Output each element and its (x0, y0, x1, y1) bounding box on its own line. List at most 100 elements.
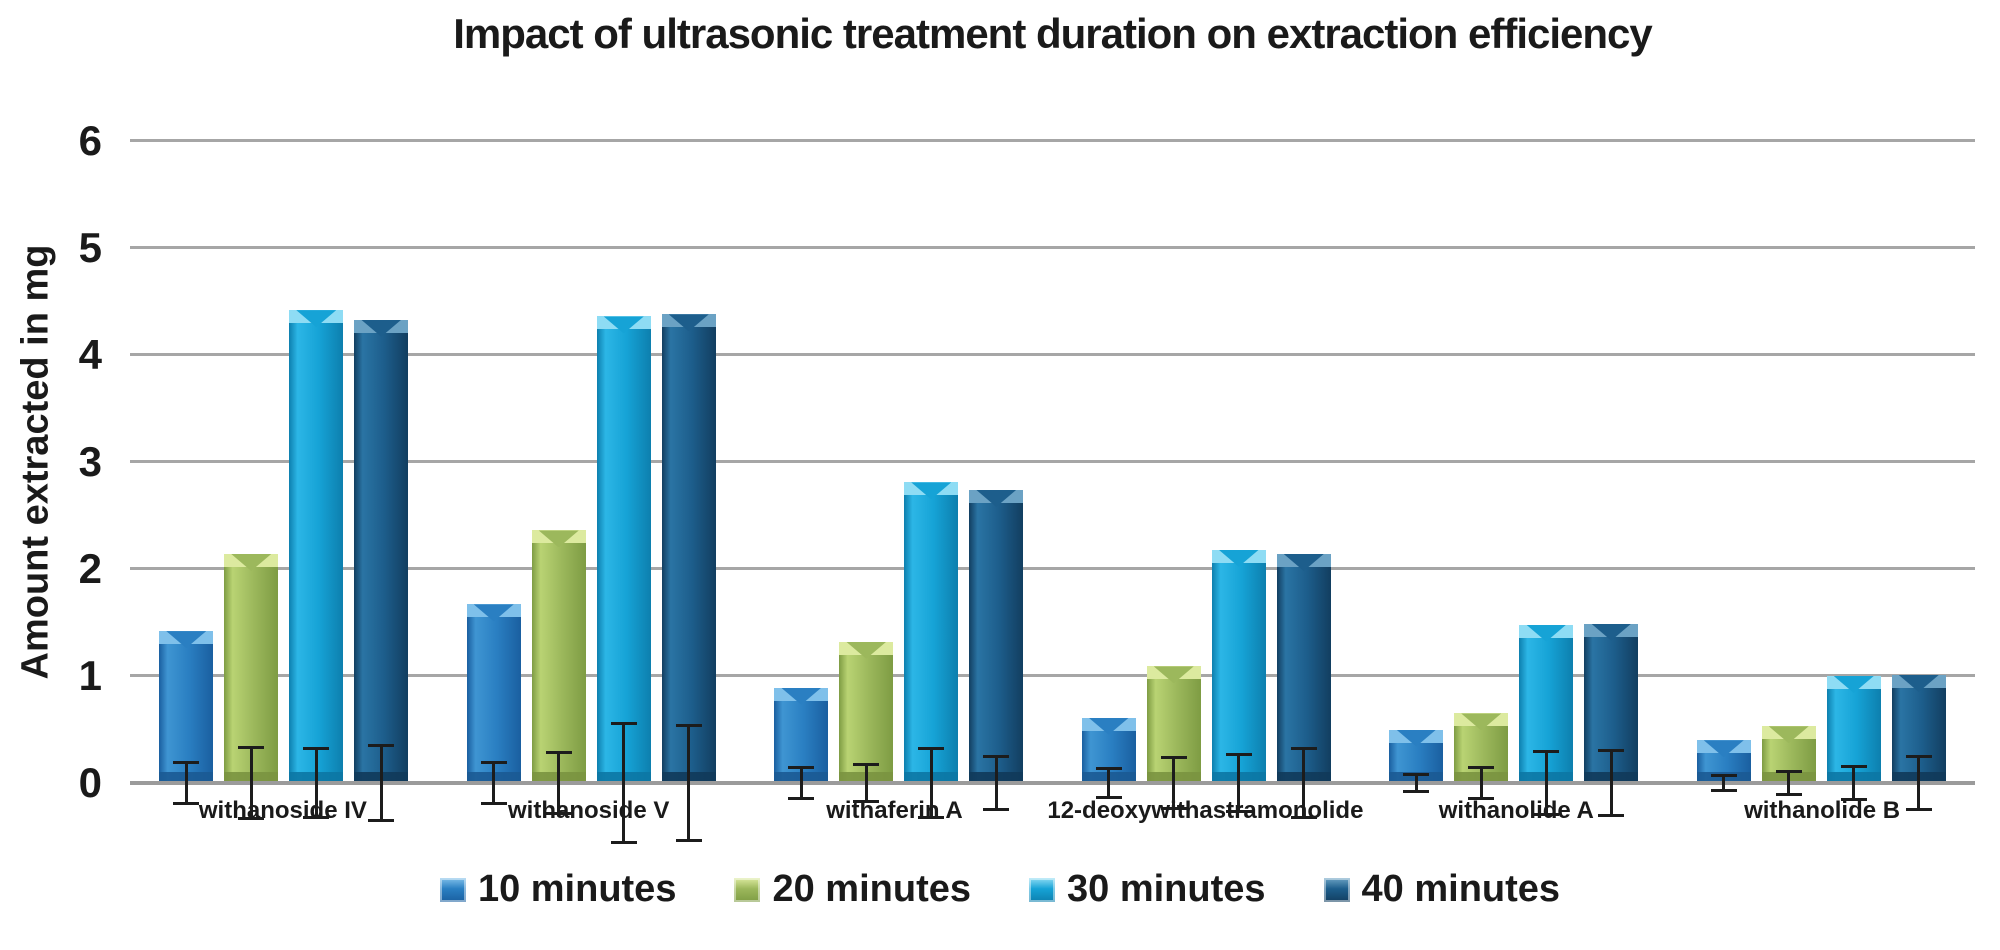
x-axis-line (130, 781, 1975, 785)
error-bar-cap-top (1533, 750, 1560, 754)
error-bar-line (1302, 749, 1306, 817)
bar-body (159, 631, 214, 783)
error-bar-cap-bottom (1840, 797, 1867, 801)
bar (1389, 729, 1444, 794)
error-bar-cap-bottom (1468, 796, 1495, 800)
error-bar-cap-top (1598, 748, 1625, 752)
error-bar-cap-top (545, 751, 572, 755)
error-bar-cap-top (1403, 772, 1430, 776)
bar (1696, 740, 1751, 793)
error-bar-cap-bottom (303, 816, 330, 820)
error-bar-line (1479, 769, 1483, 797)
legend-item: 20 minutes (734, 868, 971, 911)
x-axis-category-label: withanoside IV (198, 797, 367, 824)
error-bar-line (864, 765, 868, 801)
y-tick-label: 5 (78, 224, 102, 271)
error-bar-cap-bottom (1095, 795, 1122, 799)
error-bar-cap-top (173, 760, 200, 764)
x-axis-labels: withanoside IV withanoside V withaferin A 1… (130, 797, 1975, 825)
bar-group (1668, 141, 1976, 811)
x-axis-category-label: withanolide A (1438, 797, 1594, 824)
error-bar-cap-bottom (610, 840, 637, 844)
bar (596, 316, 651, 844)
error-bar-line (492, 763, 496, 803)
error-bar-line (929, 749, 933, 817)
bar-body (1276, 554, 1331, 783)
bar-body (904, 482, 959, 783)
error-bar-line (1609, 751, 1613, 815)
legend-swatch (1323, 877, 1350, 902)
bar-group (438, 141, 746, 844)
bar (1211, 549, 1266, 813)
x-axis-category-label: withanolide B (1744, 797, 1901, 824)
error-bar-cap-top (983, 755, 1010, 759)
error-bar-line (184, 763, 188, 803)
plot-area (130, 139, 1976, 844)
bar-body (224, 554, 279, 783)
error-bar-cap-top (1290, 746, 1317, 750)
error-bar-cap-top (1710, 773, 1737, 777)
legend-item: 40 minutes (1323, 868, 1560, 911)
bar-body (661, 314, 716, 783)
y-tick-label: 0 (78, 759, 102, 806)
bar (1454, 713, 1509, 800)
gridline (130, 674, 1975, 677)
error-bar-line (1544, 753, 1548, 813)
error-bar-line (799, 769, 803, 797)
gridline (130, 353, 1975, 356)
error-bar-cap-top (918, 746, 945, 750)
gridline (130, 139, 1975, 142)
error-bar-line (1414, 775, 1418, 791)
gridline (130, 460, 1975, 463)
error-bar-cap-top (675, 724, 702, 728)
bar (1519, 624, 1574, 816)
error-bar-cap-bottom (545, 811, 572, 815)
bar (1761, 726, 1816, 796)
bar-group (1053, 141, 1361, 820)
legend-swatch (1029, 877, 1055, 902)
error-bar-cap-bottom (1710, 789, 1737, 793)
bar-body (969, 489, 1024, 783)
error-bar-line (622, 725, 626, 841)
bar-groups (130, 141, 1976, 844)
bar (466, 604, 521, 806)
bar (839, 641, 894, 804)
bar (289, 310, 344, 820)
error-bar-cap-bottom (238, 817, 265, 821)
error-bar-cap-top (1225, 753, 1252, 757)
chart-title: Impact of ultrasonic treatment duration … (453, 10, 1653, 57)
bar (1826, 676, 1881, 801)
bar (1276, 554, 1331, 820)
error-bar-line (1787, 773, 1791, 793)
legend-label: 20 minutes (772, 868, 971, 910)
bar (531, 530, 586, 815)
bar-body (839, 641, 894, 783)
error-bar-cap-top (788, 766, 815, 770)
y-tick-label: 4 (78, 331, 102, 378)
legend-swatch (439, 877, 466, 902)
bar-group (130, 141, 438, 823)
bar-body (531, 530, 586, 783)
error-bar-cap-bottom (918, 816, 945, 820)
error-bar-cap-top (1905, 755, 1932, 759)
bar (661, 314, 716, 842)
y-axis: 0 1 2 3 4 5 6 (0, 118, 102, 806)
error-bar-line (1917, 758, 1921, 808)
bar-body (466, 604, 521, 783)
error-bar-cap-top (1775, 770, 1802, 774)
legend: 10 minutes 20 minutes 30 minutes 40 minutes (0, 868, 2000, 911)
gridline (130, 246, 1975, 249)
error-bar-cap-bottom (1775, 792, 1802, 796)
error-bar-cap-bottom (173, 802, 200, 806)
error-bar-cap-bottom (1905, 807, 1932, 811)
error-bar-line (249, 748, 253, 818)
bar (1891, 674, 1946, 811)
error-bar-cap-bottom (853, 800, 880, 804)
bar (1584, 623, 1639, 818)
error-bar-cap-bottom (1225, 809, 1252, 813)
legend-item: 30 minutes (1029, 868, 1266, 911)
y-tick-label: 2 (78, 545, 102, 592)
error-bar-cap-top (303, 746, 330, 750)
y-tick-label: 6 (78, 117, 102, 164)
